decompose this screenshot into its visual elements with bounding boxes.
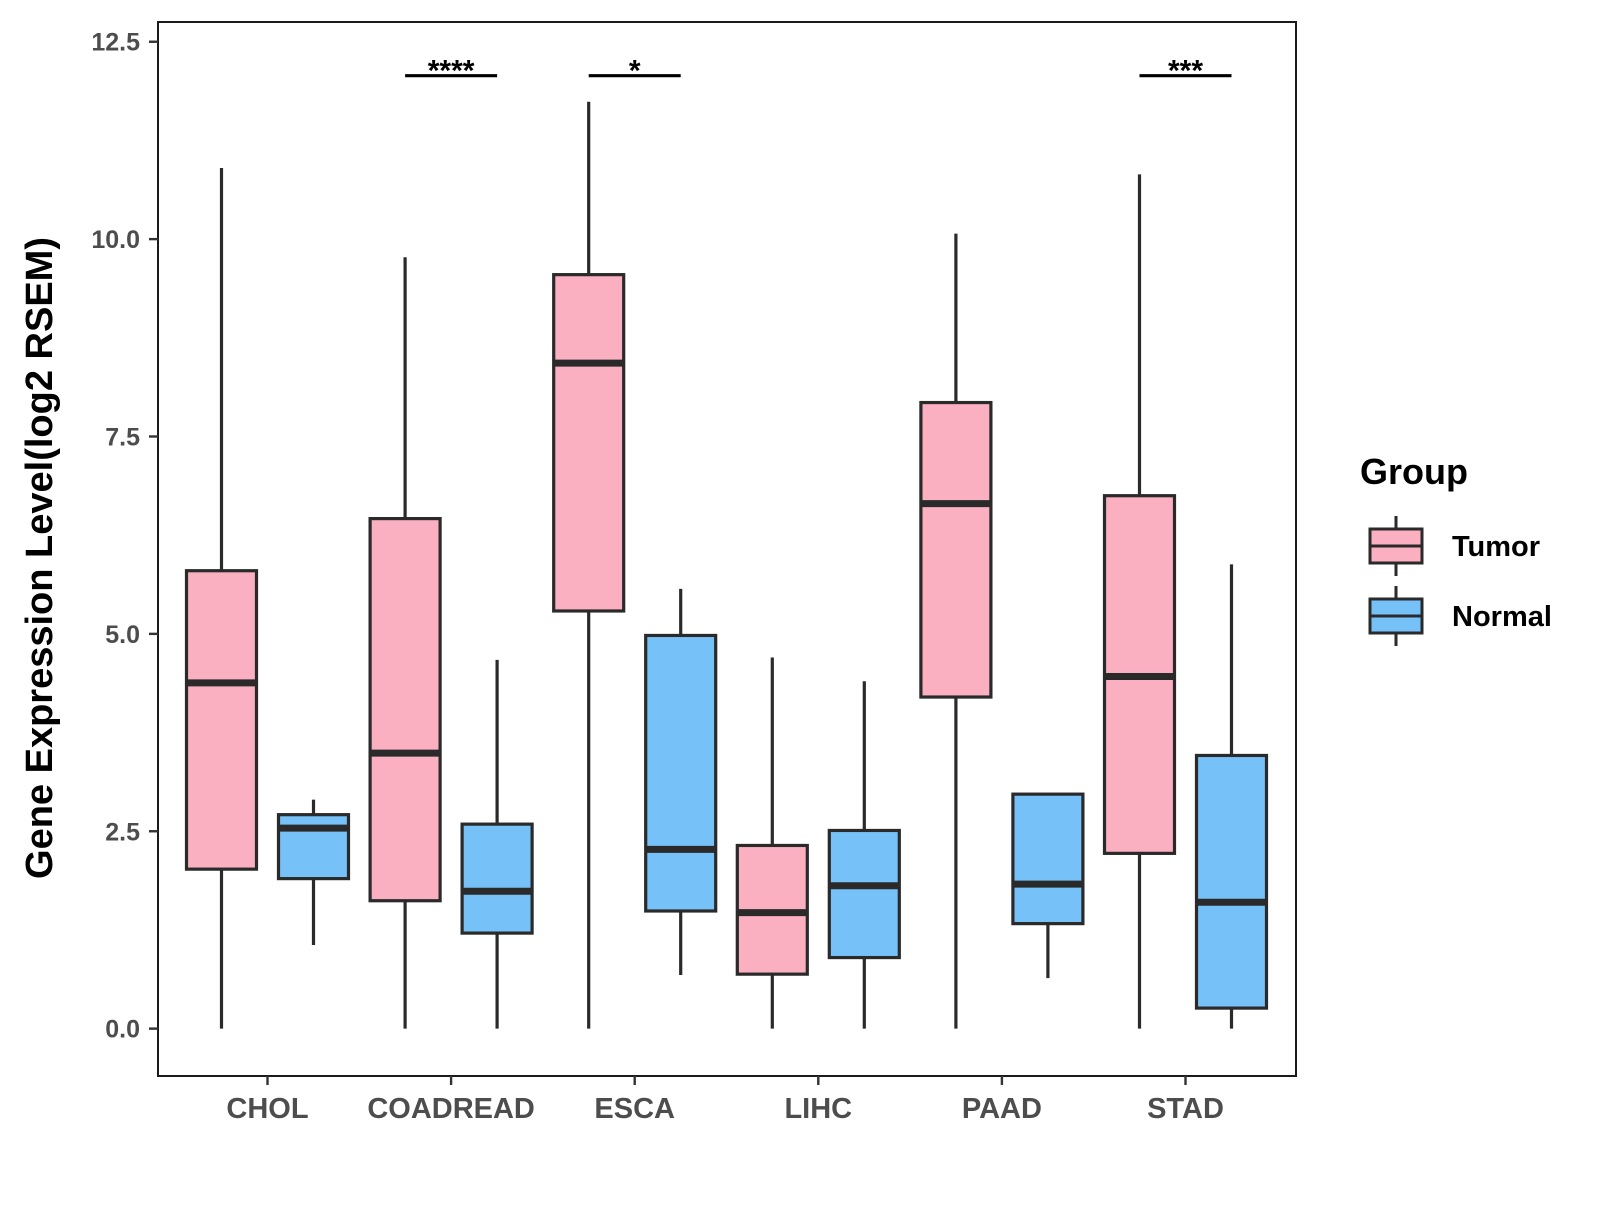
box-tumor-chol xyxy=(184,168,259,1029)
box-normal-stad xyxy=(1194,564,1269,1029)
plot-panel-border xyxy=(157,21,1297,1077)
box-tumor-esca xyxy=(552,101,626,1029)
plot-area: 0.0 2.5 5.0 7.5 10.0 12.5 CHOL COADREAD ESCA LIHC… xyxy=(91,21,1297,1125)
box-iqr xyxy=(276,813,351,881)
box-normal-lihc xyxy=(827,681,901,1029)
y-tick-label: 7.5 xyxy=(105,423,140,451)
box-iqr xyxy=(460,822,534,935)
box-iqr xyxy=(827,828,901,960)
x-tick-label-paad: PAAD xyxy=(962,1093,1042,1125)
y-tick-label: 2.5 xyxy=(105,818,140,846)
box-normal-coadread xyxy=(460,659,534,1029)
legend-key-tumor xyxy=(1368,516,1424,576)
x-tick-label-stad: STAD xyxy=(1147,1093,1224,1125)
y-tick-label: 12.5 xyxy=(91,29,140,57)
box-tumor-lihc xyxy=(735,657,809,1029)
legend-label-tumor: Tumor xyxy=(1452,531,1540,563)
box-tumor-paad xyxy=(919,233,993,1029)
legend-key-normal xyxy=(1368,586,1424,646)
box-tumor-stad xyxy=(1102,174,1177,1029)
box-normal-chol xyxy=(276,799,351,945)
box-iqr xyxy=(552,273,626,613)
significance-label-coadread: **** xyxy=(428,55,475,88)
box-iqr xyxy=(184,569,259,871)
box-iqr xyxy=(644,633,718,913)
box-iqr xyxy=(1011,792,1085,926)
y-tick-label: 10.0 xyxy=(91,226,140,254)
box-tumor-coadread xyxy=(368,257,442,1029)
x-tick-label-esca: ESCA xyxy=(594,1093,675,1125)
legend: Group Tumor Normal xyxy=(1360,451,1552,646)
box-normal-esca xyxy=(644,588,718,975)
legend-label-normal: Normal xyxy=(1452,601,1552,633)
box-iqr xyxy=(919,400,993,699)
legend-title: Group xyxy=(1360,451,1468,492)
x-tick-label-chol: CHOL xyxy=(226,1093,308,1125)
x-tick-label-lihc: LIHC xyxy=(784,1093,852,1125)
significance-label-esca: * xyxy=(629,55,641,88)
box-normal-paad xyxy=(1011,792,1085,979)
y-tick-label: 5.0 xyxy=(105,621,140,649)
x-tick-label-coadread: COADREAD xyxy=(367,1093,535,1125)
y-tick-label: 0.0 xyxy=(105,1016,140,1044)
box-iqr xyxy=(368,517,442,903)
box-iqr xyxy=(1194,753,1269,1010)
significance-label-stad: *** xyxy=(1168,55,1203,88)
y-axis-title: Gene Expression Level(log2 RSEM) xyxy=(19,237,61,879)
